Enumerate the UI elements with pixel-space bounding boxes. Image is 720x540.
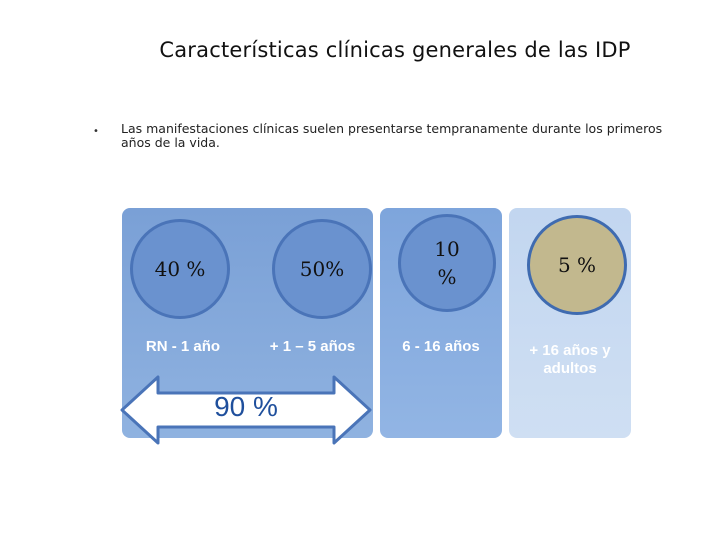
- percent-label-line1: 10: [434, 237, 460, 261]
- age-label-6-16: 6 - 16 años: [402, 338, 480, 355]
- percent-label-line2: %: [437, 265, 457, 289]
- age-label-line2: adultos: [543, 360, 597, 377]
- slide-title: Características clínicas generales de la…: [159, 38, 631, 62]
- bullet-marker: •: [93, 126, 99, 137]
- age-label-newborn: RN - 1 año: [145, 338, 221, 355]
- percent-circle-1-5: 50%: [272, 219, 372, 319]
- age-label-1-5: + 1 – 5 años: [269, 338, 356, 355]
- arrow-percent-label: 90 %: [214, 391, 278, 422]
- bullet-text: Las manifestaciones clínicas suelen pres…: [121, 121, 663, 150]
- percent-label: 5 %: [557, 253, 597, 277]
- percent-label: 40 %: [154, 257, 206, 281]
- percent-circle-newborn: 40 %: [130, 219, 230, 319]
- age-label-adults: + 16 años y adultos: [509, 342, 631, 378]
- percent-circle-adults: 5 %: [527, 215, 627, 315]
- percent-label: 50%: [299, 257, 345, 281]
- double-arrow-icon: [120, 375, 372, 445]
- age-label-line1: + 16 años y: [529, 342, 611, 359]
- percent-circle-6-16: 10 %: [398, 214, 496, 312]
